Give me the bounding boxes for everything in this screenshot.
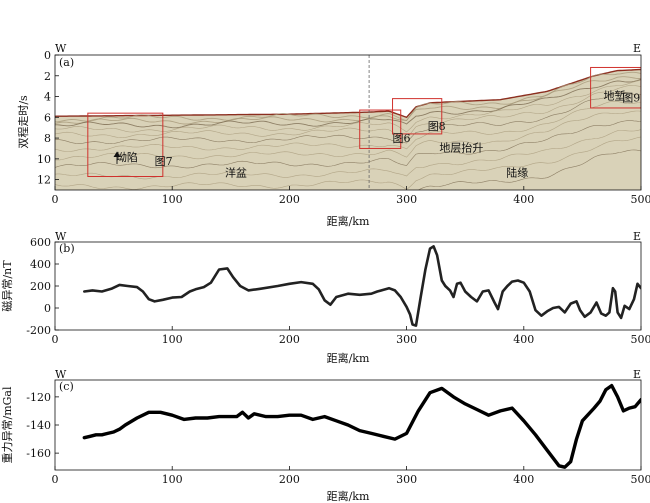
panel-c-y-axis-label: 重力异常/mGal — [0, 386, 14, 463]
reflector-line — [55, 129, 641, 180]
panel-a-x-tick-label: 100 — [162, 193, 183, 206]
seismic-reflectors — [55, 68, 641, 190]
panel-a-frame — [54, 54, 642, 191]
panel-b-x-tick-label: 0 — [52, 333, 59, 346]
panel-b-x-tick-label: 200 — [279, 333, 300, 346]
panel-b-frame — [54, 241, 642, 331]
panel-a-y-tick-label: 10 — [37, 153, 51, 166]
panel-c-x-tick-label: 0 — [52, 473, 59, 486]
figure-box — [590, 66, 641, 109]
reflector-line — [55, 110, 641, 161]
panel-c-x-ticks: 0 100 200 300 400 500 — [52, 466, 650, 486]
panel-c-x-axis-label: 距离/km — [327, 489, 370, 503]
annotation-label: 图8 — [428, 120, 446, 133]
panel-a-x-ticks: 0 100 200 300 400 500 — [52, 186, 650, 206]
panel-a-x-tick-label: 0 — [52, 193, 59, 206]
panel-b-y-axis-label: 磁异常/nT — [1, 260, 14, 312]
annotation-label: 图7 — [155, 155, 173, 168]
annotation-label: 陆缘 — [506, 166, 528, 180]
panel-a-x-tick-label: 200 — [279, 193, 300, 206]
panel-b-y-ticks: 600 400 200 0 -200 — [26, 236, 59, 337]
panel-c-y-tick-label: -120 — [26, 391, 51, 404]
panel-a-label: (a) — [59, 56, 74, 69]
panel-a-y-tick-label: 2 — [44, 70, 51, 83]
panel-c-west-label: W — [55, 368, 67, 381]
reflector-line — [55, 68, 641, 119]
panel-b-x-tick-label: 100 — [162, 333, 183, 346]
figure-box — [392, 98, 443, 135]
reflector-line — [55, 91, 641, 145]
panel-c-x-tick-label: 300 — [396, 473, 417, 486]
panel-a: 0 100 200 300 400 500 0 2 4 6 8 10 12 坳陷 图7 洋盆 图6 图8 地层抬… — [17, 42, 650, 228]
panel-c-east-label: E — [633, 368, 641, 381]
panel-c-x-tick-label: 200 — [279, 473, 300, 486]
panel-b-y-tick-label: 400 — [30, 258, 51, 271]
panel-c-y-tick-label: -140 — [26, 419, 51, 432]
panel-c-x-tick-label: 400 — [513, 473, 534, 486]
reflector-line — [55, 80, 641, 133]
figure-box — [359, 109, 402, 149]
panel-a-east-label: E — [633, 42, 641, 55]
panel-a-x-axis-label: 距离/km — [327, 214, 370, 228]
panel-a-x-tick-label: 500 — [631, 193, 650, 206]
seismic-body — [55, 69, 641, 190]
panel-a-y-axis-label: 双程走时/s — [17, 95, 30, 149]
annotation-label: 坳陷 — [116, 150, 138, 164]
annotation-label: 地堑 — [603, 89, 625, 103]
panel-a-y-tick-label: 6 — [44, 111, 51, 124]
panel-c-y-ticks: -120 -140 -160 — [26, 391, 59, 460]
panel-c-label: (c) — [59, 380, 74, 393]
panel-b-x-tick-label: 300 — [396, 333, 417, 346]
annotation-label: 洋盆 — [225, 166, 247, 180]
panel-b-x-tick-label: 500 — [631, 333, 650, 346]
reflector-line — [55, 78, 641, 129]
panel-a-x-tick-label: 400 — [513, 193, 534, 206]
panel-c: 0 100 200 300 400 500 -120 -140 -160 W E (c) 距离… — [0, 368, 650, 503]
panel-b-y-tick-label: 600 — [30, 236, 51, 249]
panel-a-y-tick-label: 12 — [37, 174, 51, 187]
reflector-line — [417, 149, 641, 190]
reflector-line — [55, 76, 641, 125]
panel-a-y-tick-label: 4 — [44, 91, 51, 104]
panel-b-y-tick-label: 0 — [44, 302, 51, 315]
reflector-line — [55, 120, 641, 169]
panel-b-x-axis-label: 距离/km — [327, 351, 370, 365]
figure-boxes — [87, 66, 641, 177]
panel-b-label: (b) — [59, 242, 75, 255]
panel-b-x-ticks: 0 100 200 300 400 500 — [52, 326, 650, 346]
panel-b-east-label: E — [633, 230, 641, 243]
annotation-label: 地层抬升 — [439, 141, 483, 155]
reflector-line — [55, 101, 641, 152]
gravity-anomaly-line — [82, 383, 641, 469]
panel-a-y-ticks: 0 2 4 6 8 10 12 — [37, 49, 59, 187]
annotation-label: 图6 — [393, 132, 411, 145]
figure-box — [87, 112, 164, 177]
panel-b-west-label: W — [55, 230, 67, 243]
panel-c-x-tick-label: 500 — [631, 473, 650, 486]
magnetic-anomaly-line — [83, 245, 641, 327]
panel-c-y-tick-label: -160 — [26, 447, 51, 460]
annotation-label: 图9 — [622, 92, 640, 105]
panel-b-y-tick-label: -200 — [26, 324, 51, 337]
panel-b-y-tick-label: 200 — [30, 280, 51, 293]
panel-b-x-tick-label: 400 — [513, 333, 534, 346]
panel-a-y-tick-label: 0 — [44, 49, 51, 62]
reflector-line — [55, 136, 641, 190]
reflector-line — [55, 85, 641, 140]
annotation-arrowhead — [113, 151, 121, 157]
panel-a-west-label: W — [55, 42, 67, 55]
panel-a-y-tick-label: 8 — [44, 132, 51, 145]
panel-c-x-tick-label: 100 — [162, 473, 183, 486]
panel-a-x-tick-label: 300 — [396, 193, 417, 206]
